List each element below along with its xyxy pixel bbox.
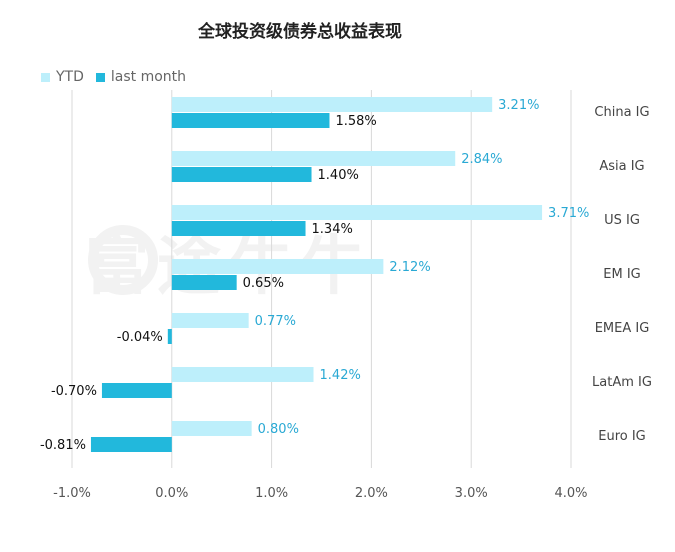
watermark-logo [88, 225, 158, 295]
legend: YTD last month [41, 67, 198, 87]
legend-label-last-month: last month [110, 69, 187, 85]
category-label: Euro IG [598, 429, 646, 444]
data-label-ytd: 2.12% [389, 260, 430, 275]
legend-item-ytd: YTD [41, 69, 84, 85]
data-label-last-month: -0.70% [51, 384, 97, 399]
bar-ytd [171, 97, 493, 112]
bar-ytd [171, 313, 249, 328]
chart-title: 全球投资级债券总收益表现 [198, 22, 402, 42]
data-label-last-month: 1.34% [312, 222, 353, 237]
category-label: US IG [604, 213, 640, 228]
bar-ytd [171, 367, 314, 382]
category-label: EM IG [603, 267, 640, 282]
category-label: Asia IG [599, 159, 644, 174]
legend-item-last-month: last month [95, 69, 187, 85]
bar-last-month [171, 113, 330, 128]
data-label-last-month: -0.81% [40, 438, 86, 453]
data-label-last-month: 1.58% [335, 114, 376, 129]
bar-ytd [171, 151, 456, 166]
data-label-last-month: 0.65% [243, 276, 284, 291]
data-label-ytd: 3.71% [548, 206, 589, 221]
bar-ytd [171, 259, 384, 274]
data-label-ytd: 3.21% [498, 98, 539, 113]
legend-label-ytd: YTD [56, 69, 84, 85]
data-label-ytd: 1.42% [320, 368, 361, 383]
bar-ytd [171, 421, 252, 436]
x-tick-label: 0.0% [155, 486, 188, 501]
x-tick-label: 1.0% [255, 486, 288, 501]
category-label: China IG [594, 105, 649, 120]
legend-swatch-last-month [95, 72, 105, 82]
data-label-ytd: 0.77% [255, 314, 296, 329]
legend-swatch-ytd [41, 72, 50, 82]
bar-last-month [167, 329, 172, 344]
category-label: EMEA IG [595, 321, 650, 336]
data-label-ytd: 0.80% [258, 422, 299, 437]
bar-last-month [171, 167, 312, 182]
x-tick-label: 3.0% [455, 486, 488, 501]
data-label-last-month: 1.40% [318, 168, 359, 183]
bar-last-month [90, 437, 172, 452]
x-tick-label: -1.0% [53, 486, 91, 501]
x-tick-label: 2.0% [355, 486, 388, 501]
category-label: LatAm IG [592, 375, 652, 390]
data-label-ytd: 2.84% [461, 152, 502, 167]
data-label-last-month: -0.04% [117, 330, 163, 345]
bar-last-month [101, 383, 172, 398]
bar-last-month [171, 275, 237, 290]
x-tick-label: 4.0% [554, 486, 587, 501]
bar-last-month [171, 221, 306, 236]
bar-ytd [171, 205, 543, 220]
